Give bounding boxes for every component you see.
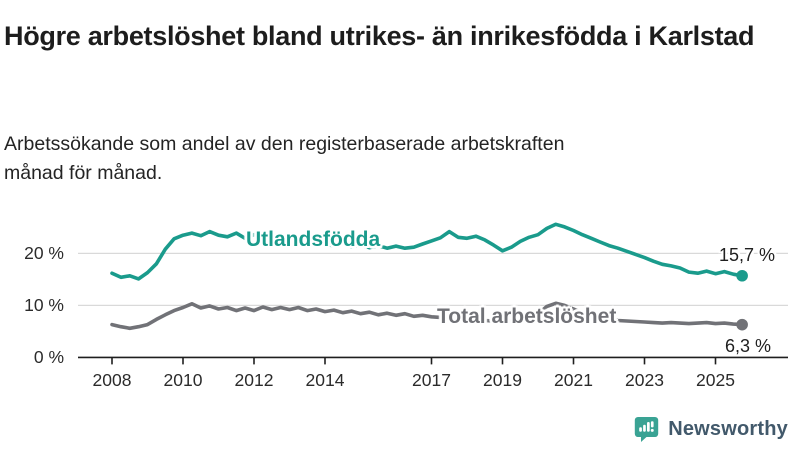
series-end-dot — [736, 318, 748, 331]
x-axis-tick-label: 2010 — [164, 370, 203, 390]
value-label-total-arbetsloshet: 6,3 % — [725, 336, 772, 356]
line-series — [110, 222, 744, 281]
x-axis-tick-label: 2014 — [306, 370, 345, 390]
x-axis-tick-label: 2023 — [625, 370, 664, 390]
x-axis-tick-label: 2017 — [412, 370, 451, 390]
page-subtitle: Arbetssökande som andel av den registerb… — [4, 132, 565, 184]
line-series — [110, 301, 744, 331]
newsworthy-logo[interactable]: Newsworthy — [634, 415, 788, 443]
y-axis-tick-label-10: 10 % — [24, 295, 64, 315]
y-axis-tick-label-20: 20 % — [24, 243, 64, 263]
page-title: Högre arbetslöshet bland utrikes- än inr… — [4, 21, 755, 52]
x-axis-tick-label: 2008 — [93, 370, 132, 390]
x-axis-tick-label: 2025 — [696, 370, 735, 390]
series-end-dot — [736, 269, 748, 282]
bar-chart-speech-bubble-icon — [634, 416, 659, 442]
y-axis-tick-label-0: 0 % — [33, 347, 64, 367]
x-axis-tick-label: 2019 — [483, 370, 522, 390]
series-label-total-arbetsloshet: Total arbetslöshet — [437, 305, 617, 328]
series-label-utlandsfodda: Utlandsfödda — [246, 228, 381, 251]
x-axis-tick-label: 2012 — [235, 370, 274, 390]
value-label-utlandsfodda: 15,7 % — [719, 245, 776, 265]
x-axis-tick-label: 2021 — [554, 370, 593, 390]
brand-name: Newsworthy — [668, 417, 788, 440]
